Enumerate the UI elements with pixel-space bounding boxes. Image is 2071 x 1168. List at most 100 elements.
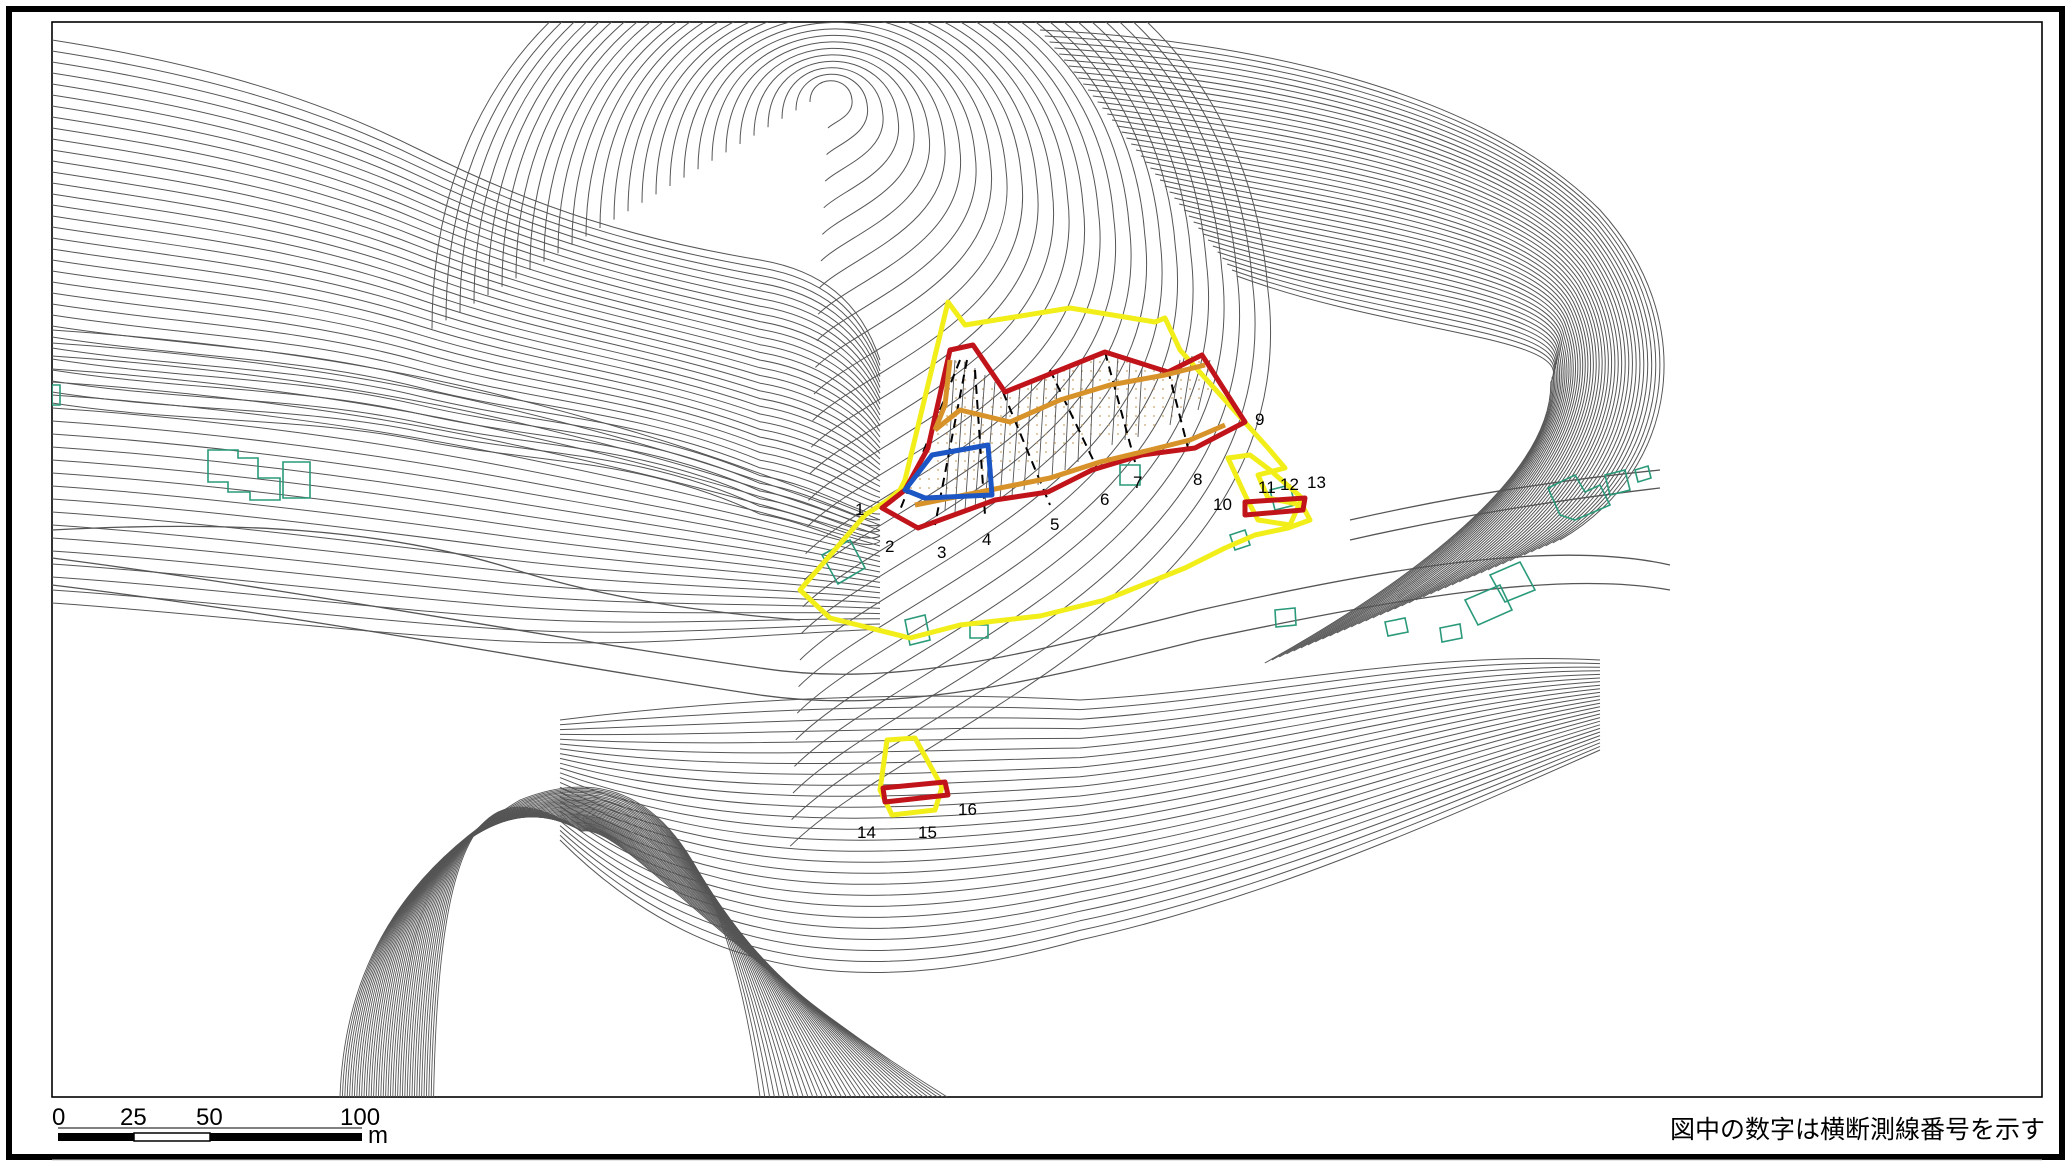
contour-line [52, 511, 881, 594]
contour-line [559, 749, 1601, 973]
contour-line [52, 433, 881, 563]
contour-line [52, 270, 881, 476]
contour-line [1198, 227, 1564, 640]
contour-line [559, 691, 1601, 797]
contour-line [559, 684, 1601, 775]
section-line-5 [1002, 391, 1051, 506]
contour-line [52, 369, 881, 527]
contour-line [52, 342, 881, 526]
contour-line [52, 368, 881, 537]
scale-segment [58, 1133, 134, 1141]
contour-line [1155, 173, 1584, 613]
contour-line [52, 498, 881, 589]
contour-line [559, 673, 1601, 744]
contour-line [1212, 245, 1559, 649]
contour-line [52, 314, 881, 498]
yellow-zone-main [797, 299, 1313, 641]
contour-line [52, 563, 881, 615]
section-label: 9 [1255, 410, 1264, 429]
section-label: 4 [982, 530, 991, 549]
section-label: 12 [1280, 475, 1299, 494]
landslide-dotted-area [905, 350, 1225, 498]
contour-line [52, 105, 881, 394]
contour-line [795, 73, 868, 155]
contour-line [52, 39, 881, 361]
building [207, 449, 281, 501]
contour-line [52, 83, 881, 383]
road-lines [52, 469, 1671, 702]
building [1463, 583, 1514, 627]
contour-line [52, 329, 881, 521]
contour-line [559, 717, 1601, 874]
contour-line [1083, 83, 1630, 568]
contour-line [1054, 47, 1653, 550]
contour-line [1179, 203, 1572, 628]
red-block [879, 342, 1308, 805]
section-label: 5 [1050, 515, 1059, 534]
contour-line [52, 50, 881, 366]
contour-line [559, 702, 1601, 830]
scale-bar: 0 25 50 100 m [52, 1104, 388, 1149]
contour-line [433, 806, 948, 1097]
contour-line [1049, 41, 1657, 547]
contour-line [487, 22, 1209, 741]
contour-line [809, 80, 853, 129]
scale-segment [210, 1133, 362, 1141]
section-label: 6 [1100, 490, 1109, 509]
contour-line [473, 22, 1225, 767]
contour-line [711, 34, 962, 315]
contour-line [1131, 143, 1597, 598]
contour-line [559, 670, 1601, 736]
contour-line [739, 47, 931, 262]
contour-line [559, 695, 1601, 808]
blue-block [902, 442, 995, 501]
scale-tick-0: 0 [52, 1104, 65, 1131]
contour-line [52, 259, 881, 471]
building [52, 384, 61, 406]
contour-line [655, 22, 1024, 421]
section-line-8 [1167, 369, 1189, 449]
contour-line [559, 706, 1601, 841]
building [1119, 464, 1141, 486]
section-label: 11 [1258, 478, 1276, 497]
contour-line [52, 94, 881, 388]
contour-line [1164, 185, 1579, 619]
contour-line [1102, 107, 1616, 580]
contour-line [52, 394, 881, 547]
section-line-7 [1104, 351, 1136, 463]
contour-line [543, 22, 1148, 634]
contour-line [1039, 29, 1665, 541]
contour-line [52, 116, 881, 399]
section-label: 15 [918, 823, 937, 842]
contour-line [52, 537, 881, 604]
scale-tick-100: 100 [340, 1104, 380, 1131]
contour-line [559, 666, 1601, 731]
contour-line [669, 22, 1008, 395]
contour-line [52, 138, 881, 410]
contour-line [641, 22, 1039, 448]
contour-line [1107, 113, 1613, 583]
contour-line [559, 662, 1601, 726]
map-body [51, 21, 2043, 1098]
contour-line [559, 713, 1601, 863]
building [1488, 560, 1537, 604]
section-label: 10 [1213, 495, 1232, 514]
contour-line [52, 358, 881, 521]
contour-line [1169, 191, 1576, 622]
section-label: 3 [937, 543, 946, 562]
contour-line [52, 407, 881, 552]
contour-line [52, 248, 881, 465]
contour-line [559, 677, 1601, 754]
contour-line [515, 22, 1178, 687]
contour-line [52, 149, 881, 416]
contour-line [52, 127, 881, 405]
contour-line [52, 193, 881, 438]
contour-line [52, 576, 881, 623]
contour-line [557, 22, 1132, 608]
contour-line [52, 446, 881, 568]
red-block-main [879, 342, 1248, 531]
contour-lines-west-slope [52, 329, 881, 644]
contour-line [52, 381, 881, 542]
contour-line [52, 61, 881, 372]
